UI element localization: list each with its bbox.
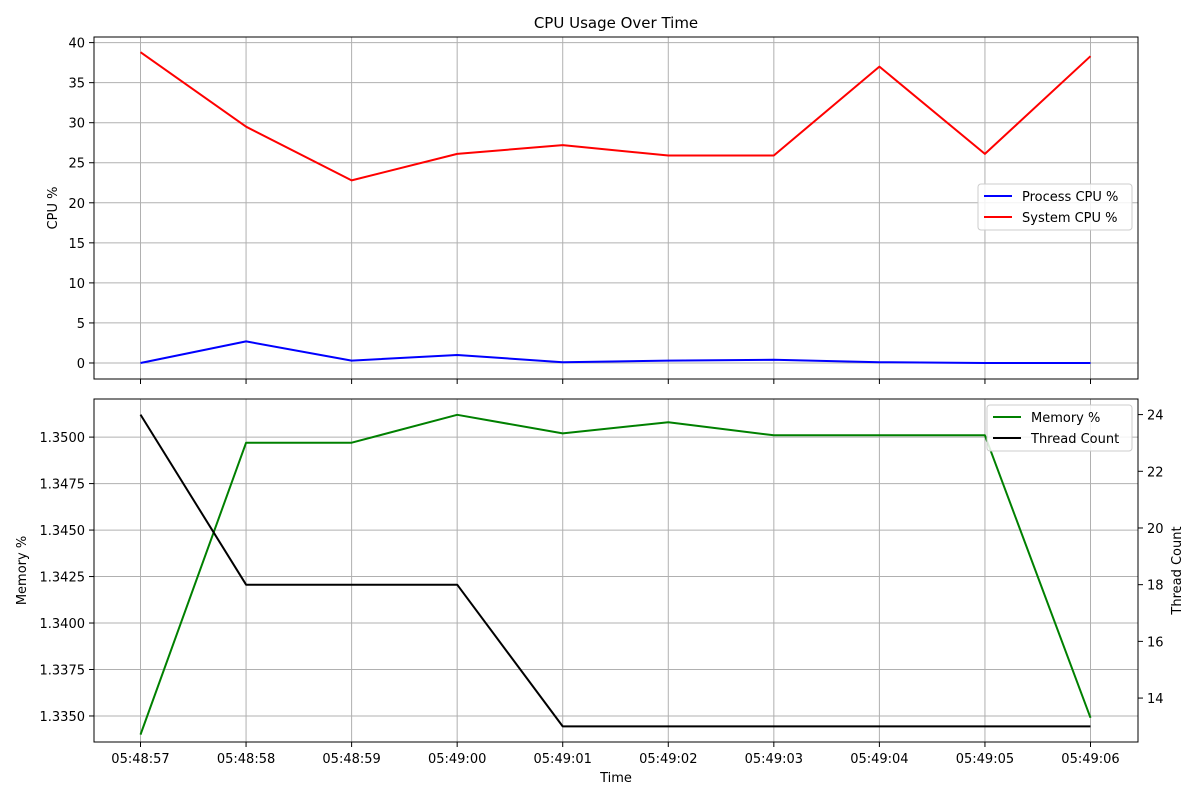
- y2-tick-label: 22: [1147, 465, 1164, 480]
- series-line-thread-count: [139, 414, 1091, 728]
- y-tick-label: 1.3425: [40, 571, 86, 586]
- y2-tick-label: 14: [1147, 692, 1164, 707]
- y-tick-label: 1.3350: [40, 710, 86, 725]
- axes-frame: [93, 398, 1139, 743]
- x-tick-label: 05:49:03: [745, 752, 803, 767]
- y2-tick-label: 20: [1147, 522, 1164, 537]
- y-axis-label: CPU %: [46, 187, 61, 230]
- y-tick-label: 15: [68, 237, 85, 252]
- y-tick-label: 1.3375: [40, 663, 86, 678]
- y-axis-label: Memory %: [15, 536, 30, 605]
- y2-tick-label: 16: [1147, 635, 1164, 650]
- x-tick-label: 05:49:02: [639, 752, 697, 767]
- y-tick-label: 20: [68, 197, 85, 212]
- y-tick-label: 40: [68, 37, 85, 52]
- y-tick-label: 0: [77, 357, 85, 372]
- x-tick-label: 05:49:05: [956, 752, 1014, 767]
- y-tick-label: 35: [68, 77, 85, 92]
- legend-label: System CPU %: [1022, 211, 1118, 226]
- legend: Memory % Thread Count: [986, 404, 1133, 452]
- y-tick-label: 1.3475: [40, 478, 86, 493]
- y-tick-label: 10: [68, 277, 85, 292]
- panel-2: 05:48:57 05:48:58 05:48:59 05:49:00 05:49:01…: [15, 398, 1185, 786]
- legend-box: [986, 404, 1133, 452]
- legend-label: Memory %: [1031, 411, 1100, 426]
- axes-frame: [93, 36, 1139, 380]
- x-tick-label: 05:48:58: [217, 752, 275, 767]
- x-tick-label: 05:49:06: [1061, 752, 1119, 767]
- x-tick-label: 05:49:04: [850, 752, 908, 767]
- y2-tick-label: 24: [1147, 409, 1164, 424]
- x-axis-label: Time: [599, 771, 632, 786]
- y-tick-label: 5: [77, 317, 85, 332]
- y-tick-label: 30: [68, 117, 85, 132]
- y-tick-label: 25: [68, 157, 85, 172]
- x-tick-label: 05:49:00: [428, 752, 486, 767]
- x-tick-label: 05:48:59: [322, 752, 380, 767]
- legend-label: Process CPU %: [1022, 190, 1118, 205]
- y2-tick-label: 18: [1147, 579, 1164, 594]
- y-tick-label: 1.3500: [40, 431, 86, 446]
- y-tick-label: 1.3450: [40, 524, 86, 539]
- legend-box: [977, 183, 1133, 231]
- y2-axis-label: Thread Count: [1170, 526, 1185, 615]
- x-tick-label: 05:48:57: [111, 752, 169, 767]
- series-line-memory: [139, 413, 1092, 735]
- panel-1: 0 5 10 15 20 25 30 35 40 CPU Usage Over Time CPU %…: [46, 14, 1139, 384]
- series-line-process-cpu: [140, 340, 1091, 364]
- series-line-system-cpu: [139, 51, 1092, 182]
- y-tick-label: 1.3400: [40, 617, 86, 632]
- legend-label: Thread Count: [1030, 432, 1119, 447]
- chart-title: CPU Usage Over Time: [534, 14, 698, 32]
- legend: Process CPU % System CPU %: [977, 183, 1133, 231]
- x-tick-label: 05:49:01: [534, 752, 592, 767]
